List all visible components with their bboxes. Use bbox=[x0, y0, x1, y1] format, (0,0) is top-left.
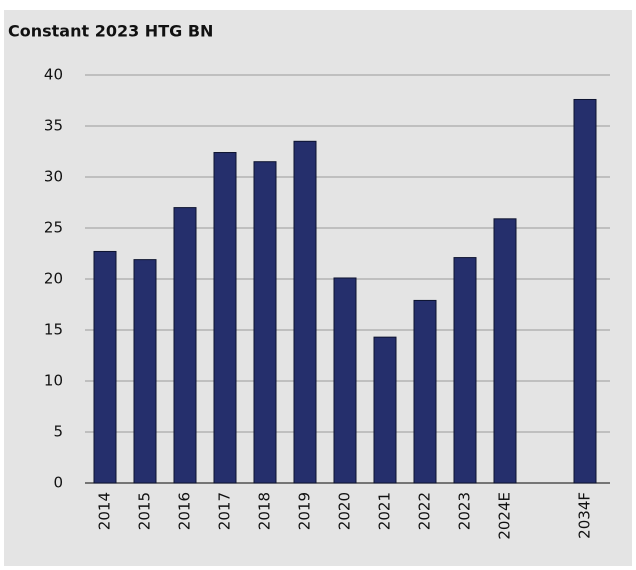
chart-title: Constant 2023 HTG BN bbox=[8, 22, 213, 41]
x-tick-label: 2024E bbox=[496, 492, 514, 540]
bar bbox=[93, 250, 117, 484]
y-tick-label: 35 bbox=[44, 117, 63, 135]
bar bbox=[373, 336, 397, 484]
y-tick-label: 30 bbox=[44, 168, 63, 186]
y-tick-label: 40 bbox=[44, 66, 63, 84]
y-tick-label: 25 bbox=[44, 219, 63, 237]
bar bbox=[453, 257, 477, 484]
bar bbox=[333, 277, 357, 484]
x-tick-label: 2022 bbox=[416, 492, 434, 530]
x-tick-label: 2020 bbox=[336, 492, 354, 530]
x-tick-label: 2034F bbox=[576, 492, 594, 539]
x-tick-label: 2017 bbox=[216, 492, 234, 530]
bar bbox=[133, 259, 157, 484]
x-tick-label: 2015 bbox=[136, 492, 154, 530]
bar bbox=[413, 299, 437, 484]
y-tick-label: 5 bbox=[53, 423, 63, 441]
bar bbox=[213, 152, 237, 484]
x-tick-label: 2023 bbox=[456, 492, 474, 530]
x-tick-label: 2018 bbox=[256, 492, 274, 530]
x-tick-label: 2021 bbox=[376, 492, 394, 530]
bar bbox=[573, 98, 597, 484]
y-tick-label: 10 bbox=[44, 372, 63, 390]
bar bbox=[493, 218, 517, 484]
y-tick-label: 0 bbox=[53, 474, 63, 492]
bar bbox=[293, 140, 317, 484]
y-tick-label: 20 bbox=[44, 270, 63, 288]
y-tick-label: 15 bbox=[44, 321, 63, 339]
bar bbox=[173, 207, 197, 484]
bar bbox=[253, 161, 277, 484]
x-tick-label: 2016 bbox=[176, 492, 194, 530]
x-tick-label: 2019 bbox=[296, 492, 314, 530]
x-tick-label: 2014 bbox=[96, 492, 114, 530]
